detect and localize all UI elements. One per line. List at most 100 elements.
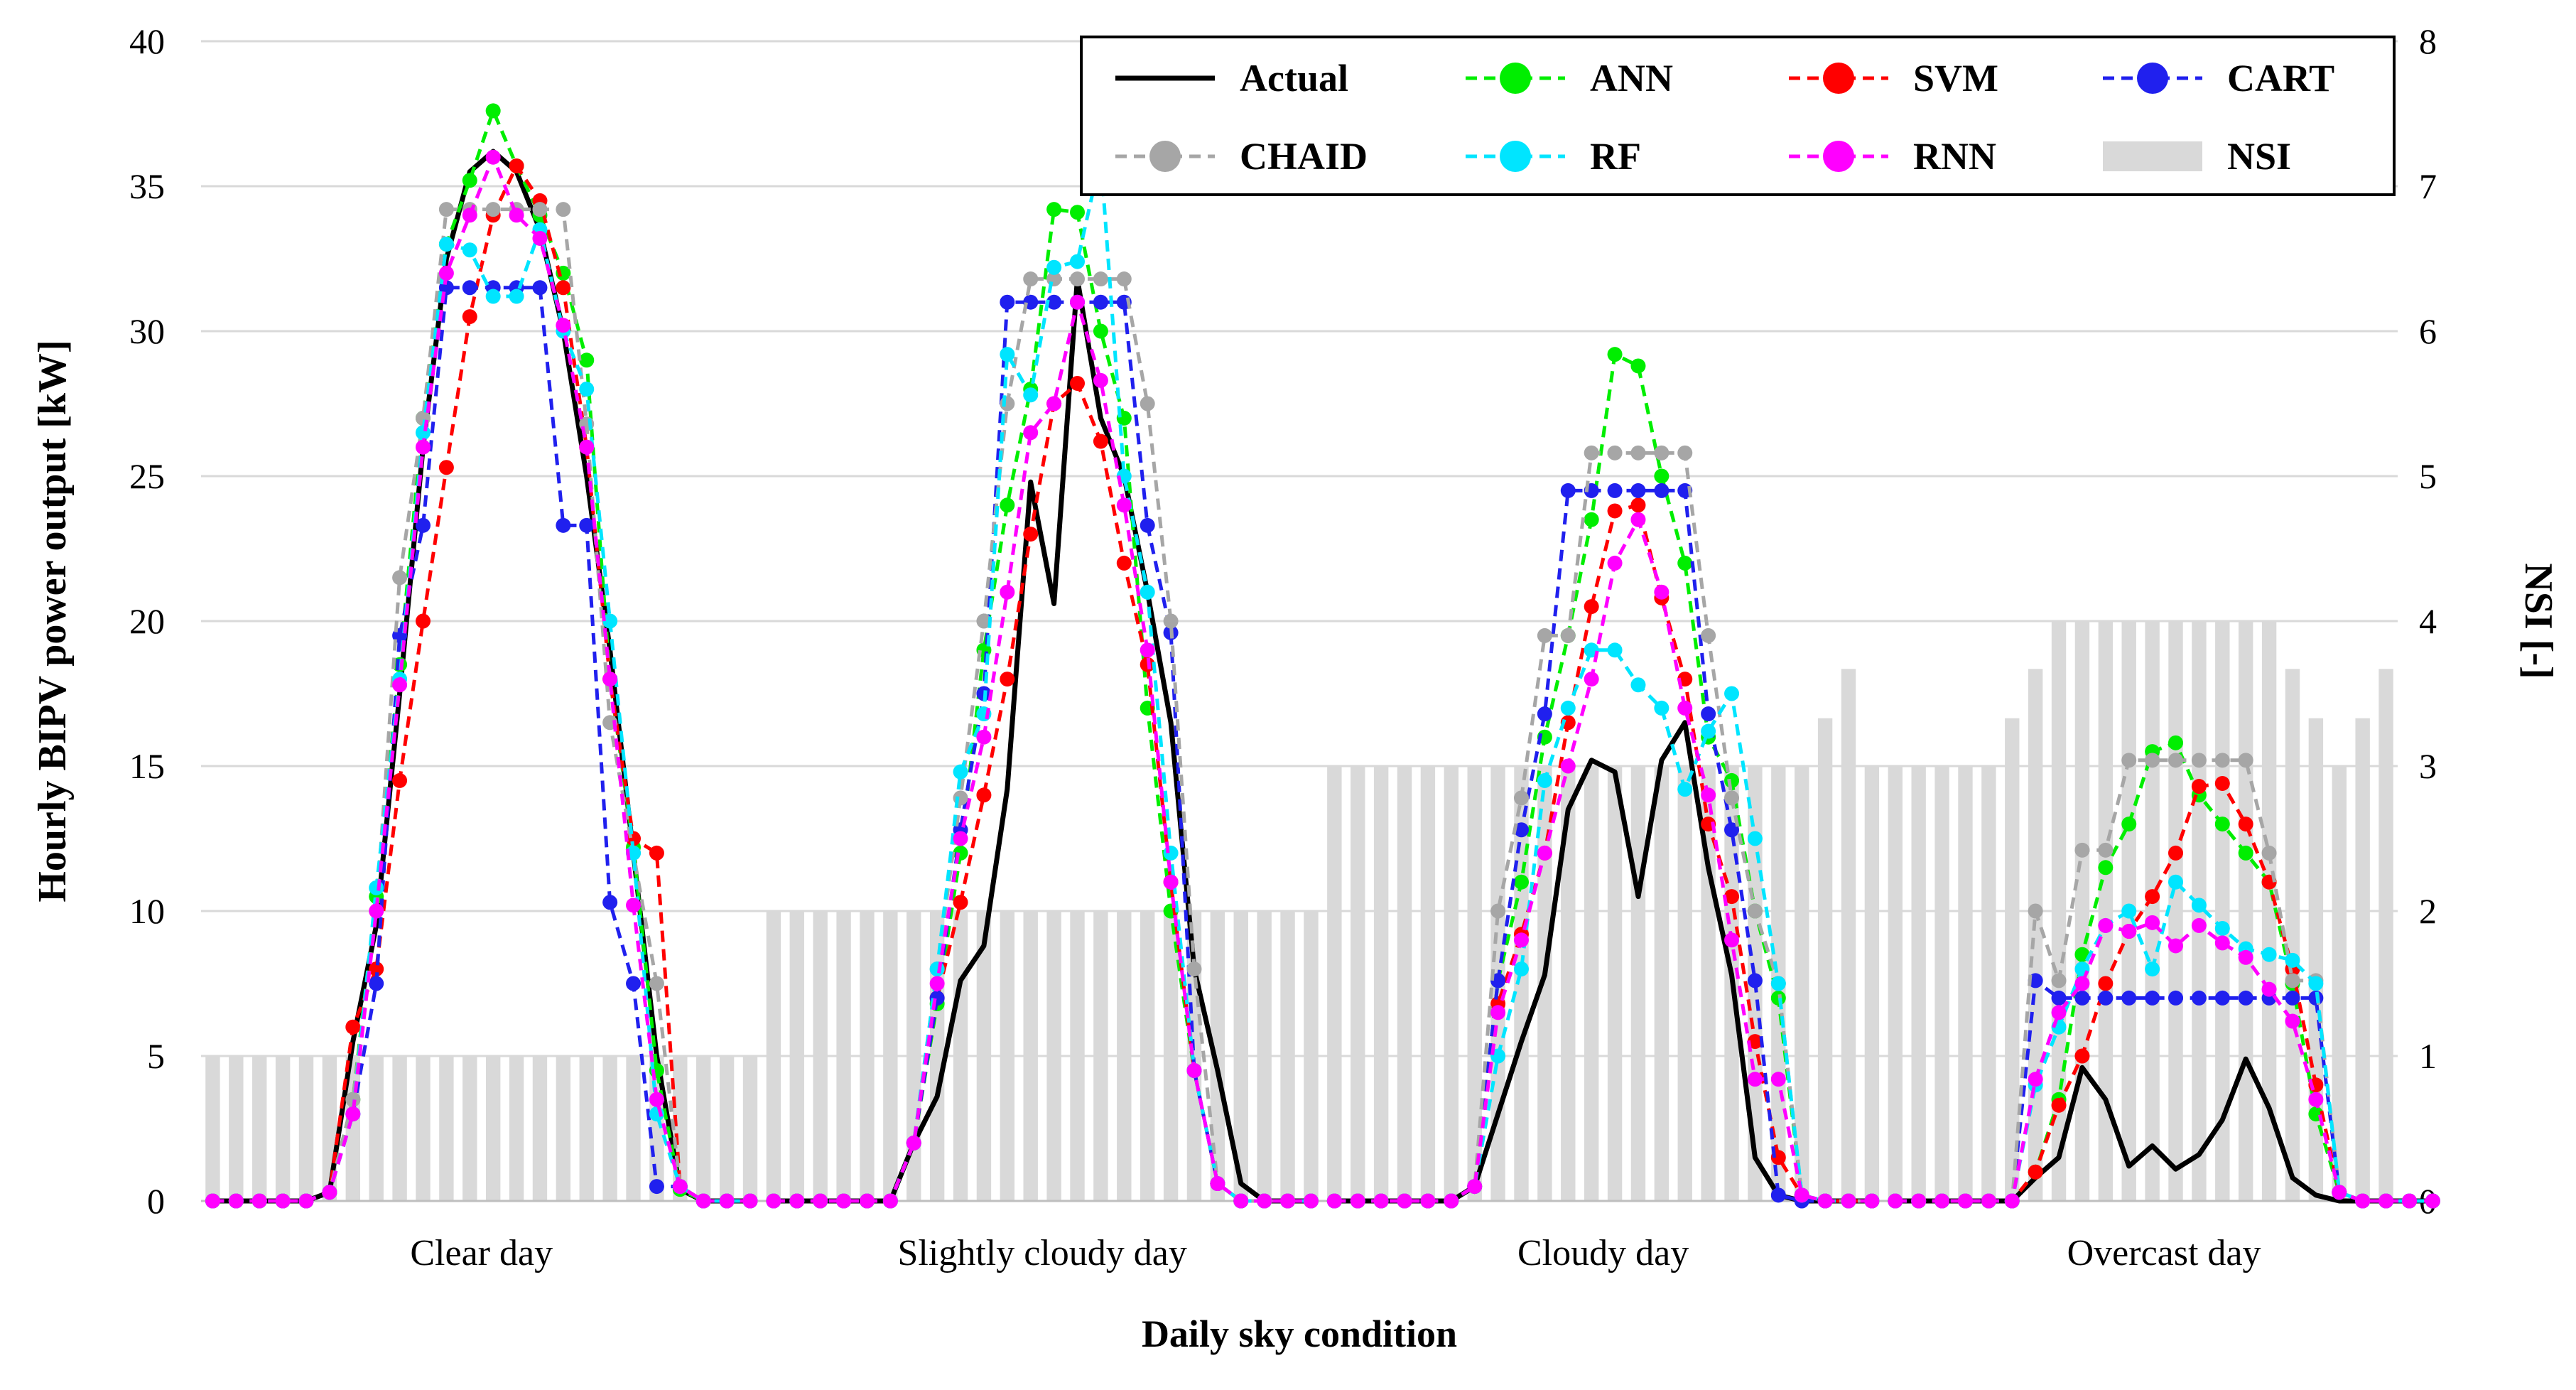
series-line-rf [1334,648,1872,1203]
nsi-bar [1444,766,1459,1201]
data-point-rnn [742,1193,758,1209]
data-point-chaid [1560,627,1576,643]
data-point-rf [438,237,454,252]
data-point-svm [438,460,454,475]
data-point-rnn [1186,1062,1202,1078]
data-point-ann [1070,205,1086,220]
data-point-ann [2238,845,2253,861]
data-point-rnn [1467,1179,1483,1195]
data-point-cart [1630,483,1646,498]
nsi-bar [2261,621,2277,1201]
data-point-rnn [532,230,548,246]
series-line-actual [773,276,1311,1204]
data-point-rnn [1677,700,1693,716]
data-point-rnn [1513,932,1529,948]
data-point-cart [1140,517,1155,533]
data-point-rnn [1163,874,1179,890]
data-point-chaid [1000,396,1015,411]
data-point-rf [2308,976,2324,991]
nsi-bar [1817,718,1833,1201]
data-point-rnn [1303,1193,1319,1209]
data-point-rnn [2285,1013,2300,1029]
legend-marker-chaid [1149,141,1181,172]
nsi-bar [1210,911,1225,1201]
data-point-rf [2121,903,2137,919]
data-point-rnn [2121,924,2137,939]
data-point-svm [462,309,477,325]
nsi-bar [1630,766,1646,1201]
data-point-ann [1046,202,1062,217]
data-point-chaid [2168,753,2184,768]
data-point-rnn [882,1193,898,1209]
data-point-cart [1770,1187,1786,1203]
nsi-bar [1981,766,1996,1201]
data-point-rnn [2401,1193,2417,1209]
series-line-svm [773,381,1311,1203]
y2-tick-label: 5 [2419,456,2437,496]
data-point-cart [2074,990,2090,1006]
nsi-bar [2168,621,2183,1201]
data-point-svm [556,280,571,296]
data-point-rnn [2168,938,2184,954]
nsi-bar [392,1056,407,1201]
data-point-rf [1537,772,1552,788]
data-point-chaid [1654,445,1669,460]
data-point-rf [2168,874,2184,890]
data-point-rnn [345,1106,361,1122]
data-point-rnn [1934,1193,1950,1209]
data-point-cart [2285,990,2300,1006]
y-axis-title: Hourly BIPV power output [kW] [31,340,75,902]
data-point-rnn [1770,1072,1786,1087]
y2-tick-label: 6 [2419,311,2437,351]
data-point-ann [485,103,501,119]
data-point-chaid [649,976,664,991]
data-point-chaid [2098,842,2114,858]
series-line-actual [1895,1056,2433,1204]
data-point-svm [415,613,431,629]
data-point-chaid [1724,790,1740,806]
nsi-bar [1584,766,1599,1201]
nsi-bar [1163,911,1179,1201]
data-point-rnn [696,1193,711,1209]
data-point-cart [1607,483,1623,498]
data-point-rnn [2238,949,2253,965]
data-point-cart [2098,990,2114,1006]
series-line-cart [773,300,1311,1203]
data-point-cart [2051,990,2067,1006]
data-point-ann [1630,358,1646,374]
data-point-svm [1724,889,1740,905]
nsi-bar [766,911,781,1201]
data-point-rnn [626,898,642,913]
data-point-chaid [2028,903,2043,919]
data-point-chaid [1584,445,1599,460]
legend: Actual ANN SVM CART CHAID RF RNN NSI [1080,36,2396,196]
data-point-ann [1677,555,1693,571]
data-point-rnn [556,318,571,333]
data-point-chaid [2121,753,2137,768]
series-line-ann [1895,740,2433,1203]
nsi-bar [2332,766,2347,1201]
data-point-rnn [2051,1005,2067,1020]
data-point-chaid [976,613,992,629]
data-point-rnn [2074,976,2090,991]
y2-tick-label: 7 [2419,166,2437,206]
series-line-rnn [1334,517,1872,1203]
data-point-chaid [556,202,571,217]
legend-marker-rnn [1823,141,1854,172]
nsi-bar [1397,766,1412,1201]
data-point-ann [2168,735,2184,750]
data-point-chaid [1701,627,1716,643]
data-point-rnn [1630,512,1646,527]
data-point-rf [1630,677,1646,693]
nsi-bar [1046,911,1061,1201]
data-point-rnn [2098,917,2114,933]
data-point-chaid [1607,445,1623,460]
legend-label-chaid: CHAID [1240,135,1368,178]
data-point-rnn [485,149,501,165]
data-point-rf [1513,961,1529,977]
data-point-ann [1607,347,1623,362]
data-point-cart [1093,294,1108,310]
data-point-rnn [2145,915,2160,930]
data-point-cart [2214,990,2230,1006]
nsi-bar [2028,669,2043,1201]
